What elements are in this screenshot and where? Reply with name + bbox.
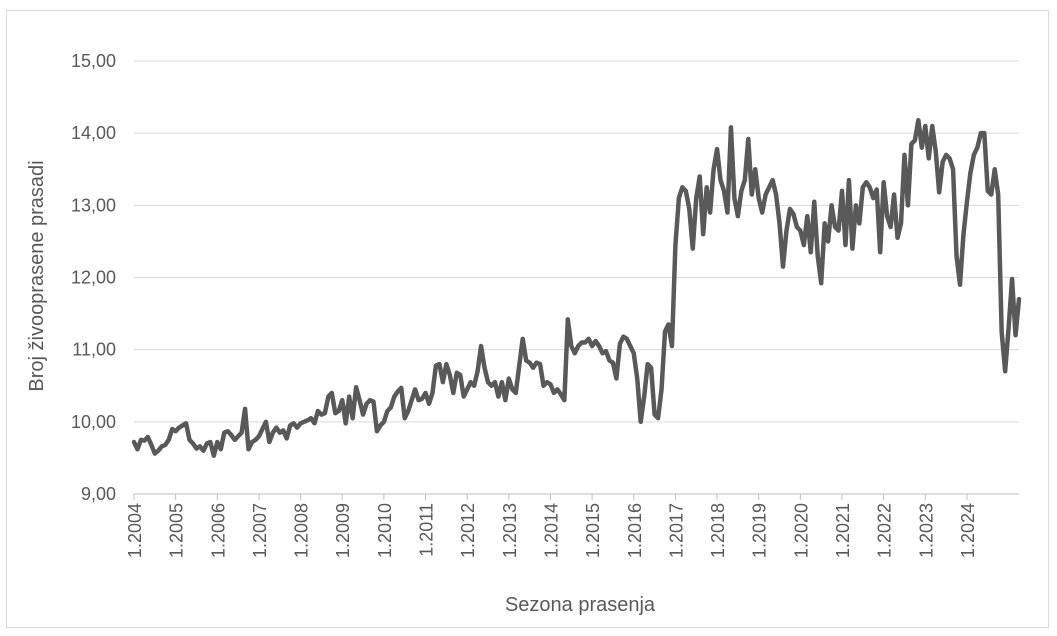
series-group <box>131 117 1022 458</box>
chart-frame <box>6 10 1049 628</box>
x-axis-title: Sezona prasenja <box>505 594 656 616</box>
x-tick-label: 1.2016 <box>625 503 645 558</box>
y-axis-title: Broj živooprasene prasadi <box>26 160 48 391</box>
x-axis <box>133 493 1019 500</box>
series-line <box>131 117 1022 458</box>
x-tick-label: 1.2024 <box>958 503 978 558</box>
x-axis-tick-labels: 1.2004 1.2005 1.2006 1.2007 1.2008 1.2009 1.20… <box>125 503 978 558</box>
x-tick-label: 1.2006 <box>208 503 228 558</box>
y-tick-label: 11,00 <box>72 340 116 360</box>
y-axis-tick-labels: 9,00 10,00 11,00 12,00 13,00 14,00 15,00 <box>71 51 116 504</box>
gridlines <box>134 60 1019 423</box>
x-tick-label: 1.2015 <box>583 503 603 558</box>
x-tick-label: 1.2011 <box>417 503 437 557</box>
x-tick-label: 1.2019 <box>750 503 770 558</box>
x-tick-label: 1.2023 <box>916 503 936 558</box>
x-tick-label: 1.2013 <box>500 503 520 558</box>
x-tick-label: 1.2010 <box>375 503 395 558</box>
y-tick-label: 15,00 <box>71 51 116 71</box>
y-tick-label: 9,00 <box>81 484 116 504</box>
x-tick-label: 1.2004 <box>125 503 145 558</box>
x-tick-label: 1.2022 <box>875 503 895 558</box>
y-tick-label: 12,00 <box>71 268 116 288</box>
x-tick-label: 1.2007 <box>250 503 270 558</box>
x-tick-label: 1.2021 <box>833 503 853 558</box>
x-tick-label: 1.2017 <box>666 503 686 558</box>
x-tick-label: 1.2014 <box>541 503 561 558</box>
x-tick-label: 1.2009 <box>333 503 353 558</box>
y-tick-label: 10,00 <box>71 412 116 432</box>
x-tick-label: 1.2005 <box>167 503 187 558</box>
x-tick-label: 1.2020 <box>791 503 811 558</box>
y-tick-label: 14,00 <box>71 123 116 143</box>
x-tick-label: 1.2018 <box>708 503 728 558</box>
y-tick-label: 13,00 <box>71 195 116 215</box>
x-tick-label: 1.2008 <box>292 503 312 558</box>
x-tick-label: 1.2012 <box>458 503 478 558</box>
